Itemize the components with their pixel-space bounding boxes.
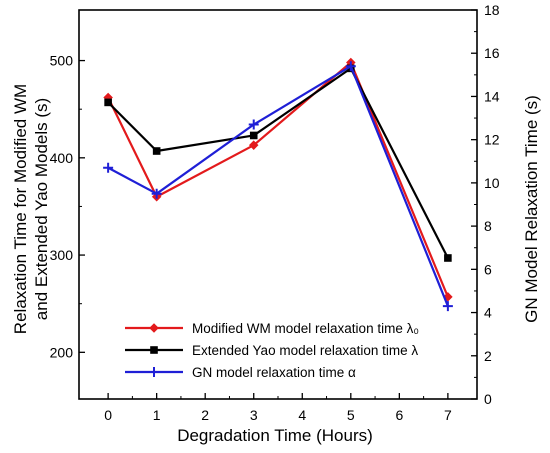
y-right-tick-label: 16 <box>484 45 500 61</box>
y-left-tick-label: 500 <box>50 53 74 69</box>
legend: Modified WM model relaxation time λ₀ Exte… <box>125 321 419 380</box>
legend-label-0: Modified WM model relaxation time λ₀ <box>192 321 419 336</box>
y-left-tick-label: 300 <box>50 247 74 263</box>
series-2-point <box>345 61 356 72</box>
x-tick-label: 2 <box>201 407 209 423</box>
legend-label-2: GN model relaxation time α <box>192 365 356 380</box>
x-tick-label: 3 <box>250 407 258 423</box>
legend-marker-2 <box>149 367 159 377</box>
x-axis-title: Degradation Time (Hours) <box>177 426 373 445</box>
legend-marker-0 <box>149 323 159 333</box>
y-left-tick-label: 200 <box>50 344 74 360</box>
y-right-tick-label: 4 <box>484 305 492 321</box>
y-axis-left-title-line2: and Extended Yao Models (s) <box>32 98 51 320</box>
series-2-point <box>442 301 453 312</box>
y-left-tick-label: 400 <box>50 150 74 166</box>
series-1-point <box>249 131 258 140</box>
y-right-tick-label: 18 <box>484 2 500 18</box>
y-right-tick-label: 2 <box>484 348 492 364</box>
x-tick-label: 4 <box>298 407 306 423</box>
x-tick-label: 7 <box>444 407 452 423</box>
series-0-point <box>248 140 259 150</box>
y-right-tick-label: 6 <box>484 261 492 277</box>
series-layer <box>103 57 453 312</box>
x-tick-label: 0 <box>104 407 112 423</box>
x-tick-label: 6 <box>395 407 403 423</box>
series-2-point <box>103 162 114 173</box>
y-right-tick-label: 14 <box>484 88 500 104</box>
legend-label-1: Extended Yao model relaxation time λ <box>192 343 418 358</box>
y-right-tick-label: 0 <box>484 391 492 407</box>
y-right-tick-label: 8 <box>484 218 492 234</box>
series-1-point <box>152 147 161 155</box>
y-right-tick-label: 10 <box>484 175 500 191</box>
plot-frame <box>78 9 478 400</box>
y-axis-left-title-line1: Relaxation Time for Modified WM <box>11 84 30 334</box>
y-axis-right-title: GN Model Relaxation Time (s) <box>522 95 541 323</box>
series-2-point <box>248 119 259 130</box>
series-2-point <box>151 188 162 199</box>
legend-marker-1 <box>150 346 158 354</box>
y-right-tick-label: 12 <box>484 132 500 148</box>
series-1-point <box>444 254 452 262</box>
series-line-2 <box>107 65 449 307</box>
x-tick-label: 1 <box>153 407 161 423</box>
series-1-point <box>104 98 112 107</box>
series-line-1 <box>107 67 449 259</box>
x-tick-label: 5 <box>347 407 355 423</box>
